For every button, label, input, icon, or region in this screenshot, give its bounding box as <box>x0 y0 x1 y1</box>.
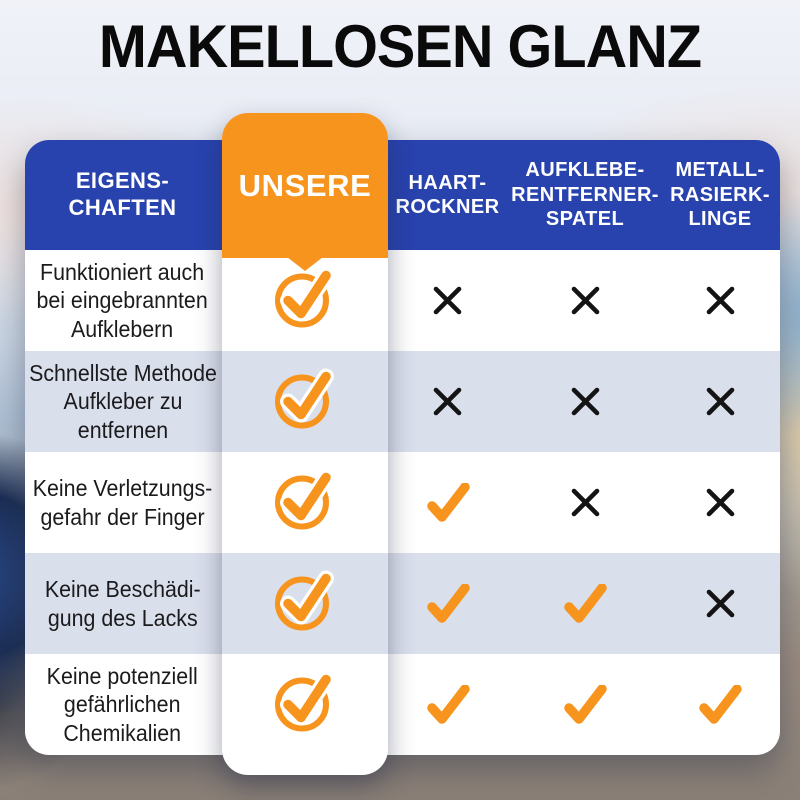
cross-icon <box>569 385 602 418</box>
value-cell-haartrockner <box>385 250 510 351</box>
table-body: Funktioniert auch bei eingebrannten Aufkle… <box>25 250 780 755</box>
table-header-row: EIGENS- CHAFTEN HAART- ROCKNER AUFKLEBE- REN… <box>25 140 780 263</box>
feature-cell: Funktioniert auch bei eingebrannten Aufkle… <box>25 250 220 351</box>
value-cell-metall-rasierklinge <box>660 452 780 553</box>
check-icon <box>425 482 471 523</box>
cross-icon <box>704 284 737 317</box>
cross-icon <box>704 486 737 519</box>
value-cell-haartrockner <box>385 553 510 654</box>
feature-cell: Keine potenziell gefährlichen Chemikalien <box>25 654 220 755</box>
value-cell-haartrockner <box>385 654 510 755</box>
feature-label-line: Aufklebern <box>71 315 174 342</box>
check-circle-icon <box>272 365 338 438</box>
feature-label-line: Aufkleber zu <box>63 388 182 415</box>
cross-icon <box>431 284 464 317</box>
column-header-line: AUFKLEBE- <box>525 159 645 182</box>
value-cell-aufkleberentferner-spatel <box>510 351 660 452</box>
feature-label: Schnellste Methode Aufkleber zu entfernen <box>29 359 217 445</box>
check-circle-icon <box>272 466 338 539</box>
check-circle-icon <box>272 264 338 337</box>
feature-label: Funktioniert auch bei eingebrannten Aufkle… <box>37 258 208 344</box>
column-header-line: METALL- <box>675 159 765 182</box>
cross-icon <box>704 587 737 620</box>
column-header-line: SPATEL <box>545 208 625 231</box>
check-circle-icon <box>272 668 338 741</box>
cross-icon <box>569 284 602 317</box>
check-icon <box>562 684 608 725</box>
table-row: Keine potenziell gefährlichen Chemikalien <box>25 654 780 755</box>
feature-label-line: Keine Beschädi- <box>44 575 201 602</box>
cross-icon <box>431 385 464 418</box>
feature-label-line: entfernen <box>77 416 168 443</box>
column-header-haartrockner: HAART- ROCKNER <box>385 140 510 263</box>
feature-label-line: Schnellste Methode <box>28 359 217 386</box>
feature-label-line: gefahr der Finger <box>40 503 205 530</box>
column-header-line: RENTFERNER- <box>511 183 659 206</box>
feature-label-line: bei eingebrannten <box>36 287 209 314</box>
column-header-line: RASIERK- <box>670 183 770 206</box>
our-column-header: UNSERE <box>222 113 388 271</box>
value-cell-aufkleberentferner-spatel <box>510 452 660 553</box>
pointer-down-icon <box>287 257 323 271</box>
value-cell-haartrockner <box>385 351 510 452</box>
feature-cell: Keine Verletzungs-gefahr der Finger <box>25 452 220 553</box>
value-cell-metall-rasierklinge <box>660 654 780 755</box>
value-cell-haartrockner <box>385 452 510 553</box>
table-row: Funktioniert auch bei eingebrannten Aufkle… <box>25 250 780 351</box>
feature-cell: Keine Beschädi-gung des Lacks <box>25 553 220 654</box>
features-header-line: CHAFTEN <box>68 195 177 220</box>
our-column-label: UNSERE <box>238 167 372 203</box>
column-header-line: LINGE <box>688 208 752 231</box>
check-icon <box>425 684 471 725</box>
check-icon <box>562 583 608 624</box>
column-header-line: HAART- <box>408 171 487 194</box>
cross-icon <box>704 385 737 418</box>
value-cell-aufkleberentferner-spatel <box>510 553 660 654</box>
comparison-table: EIGENS- CHAFTEN HAART- ROCKNER AUFKLEBE- REN… <box>25 140 780 755</box>
feature-label-line: Funktioniert auch <box>40 258 205 285</box>
column-header-metall-rasierklinge: METALL- RASIERK- LINGE <box>660 140 780 263</box>
features-header-line: EIGENS- <box>75 168 170 194</box>
value-cell-aufkleberentferner-spatel <box>510 654 660 755</box>
feature-label-line: Keine Verletzungs- <box>32 474 213 501</box>
value-cell-aufkleberentferner-spatel <box>510 250 660 351</box>
our-product-column-card: UNSERE <box>222 113 388 775</box>
table-row: Schnellste Methode Aufkleber zu entfernen <box>25 351 780 452</box>
check-icon <box>697 684 743 725</box>
feature-label-line: Chemikalien <box>63 719 182 746</box>
value-cell-metall-rasierklinge <box>660 250 780 351</box>
page-title: MAKELLOSEN GLANZ <box>98 13 702 80</box>
feature-label: Keine potenziell gefährlichen Chemikalien <box>47 662 198 748</box>
column-header-line: ROCKNER <box>395 196 500 218</box>
table-row: Keine Verletzungs-gefahr der Finger <box>25 452 780 553</box>
column-header-features: EIGENS- CHAFTEN <box>25 140 220 250</box>
check-icon <box>425 583 471 624</box>
value-cell-metall-rasierklinge <box>660 351 780 452</box>
column-header-aufkleberentferner-spatel: AUFKLEBE- RENTFERNER- SPATEL <box>510 140 660 263</box>
cross-icon <box>569 486 602 519</box>
check-circle-icon <box>272 567 338 640</box>
feature-label-line: gung des Lacks <box>47 604 198 631</box>
feature-label: Keine Beschädi-gung des Lacks <box>45 575 201 632</box>
feature-cell: Schnellste Methode Aufkleber zu entfernen <box>25 351 220 452</box>
feature-label-line: Keine potenziell <box>46 662 199 689</box>
table-row: Keine Beschädi-gung des Lacks <box>25 553 780 654</box>
feature-label: Keine Verletzungs-gefahr der Finger <box>33 474 213 531</box>
feature-label-line: gefährlichen <box>64 691 181 718</box>
value-cell-metall-rasierklinge <box>660 553 780 654</box>
